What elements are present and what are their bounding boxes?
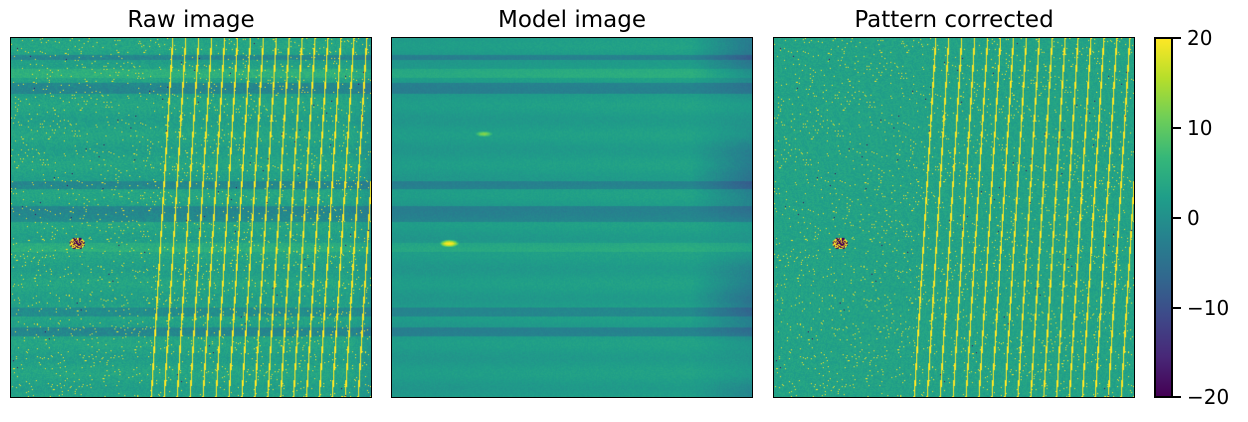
panel-title-raw: Raw image	[127, 7, 255, 33]
colorbar-tick	[1173, 37, 1181, 39]
colorbar-tick	[1173, 396, 1181, 398]
colorbar-tick	[1173, 127, 1181, 129]
corrected-image-panel	[773, 37, 1135, 398]
panel-title-corrected: Pattern corrected	[854, 7, 1054, 33]
colorbar-tick	[1173, 217, 1181, 219]
colorbar-tick-label: 0	[1187, 206, 1200, 230]
colorbar	[1154, 37, 1173, 398]
colorbar-tick-label: −10	[1187, 296, 1230, 320]
model-image-panel	[391, 37, 753, 398]
colorbar-tick-label: 10	[1187, 116, 1213, 140]
colorbar-tick-label: −20	[1187, 385, 1230, 409]
panel-title-model: Model image	[497, 7, 646, 33]
corrected-image-heatmap	[774, 38, 1134, 397]
raw-image-heatmap	[11, 38, 371, 397]
raw-image-panel	[10, 37, 372, 398]
colorbar-tick	[1173, 307, 1181, 309]
colorbar-tick-label: 20	[1187, 26, 1213, 50]
model-image-heatmap	[392, 38, 752, 397]
